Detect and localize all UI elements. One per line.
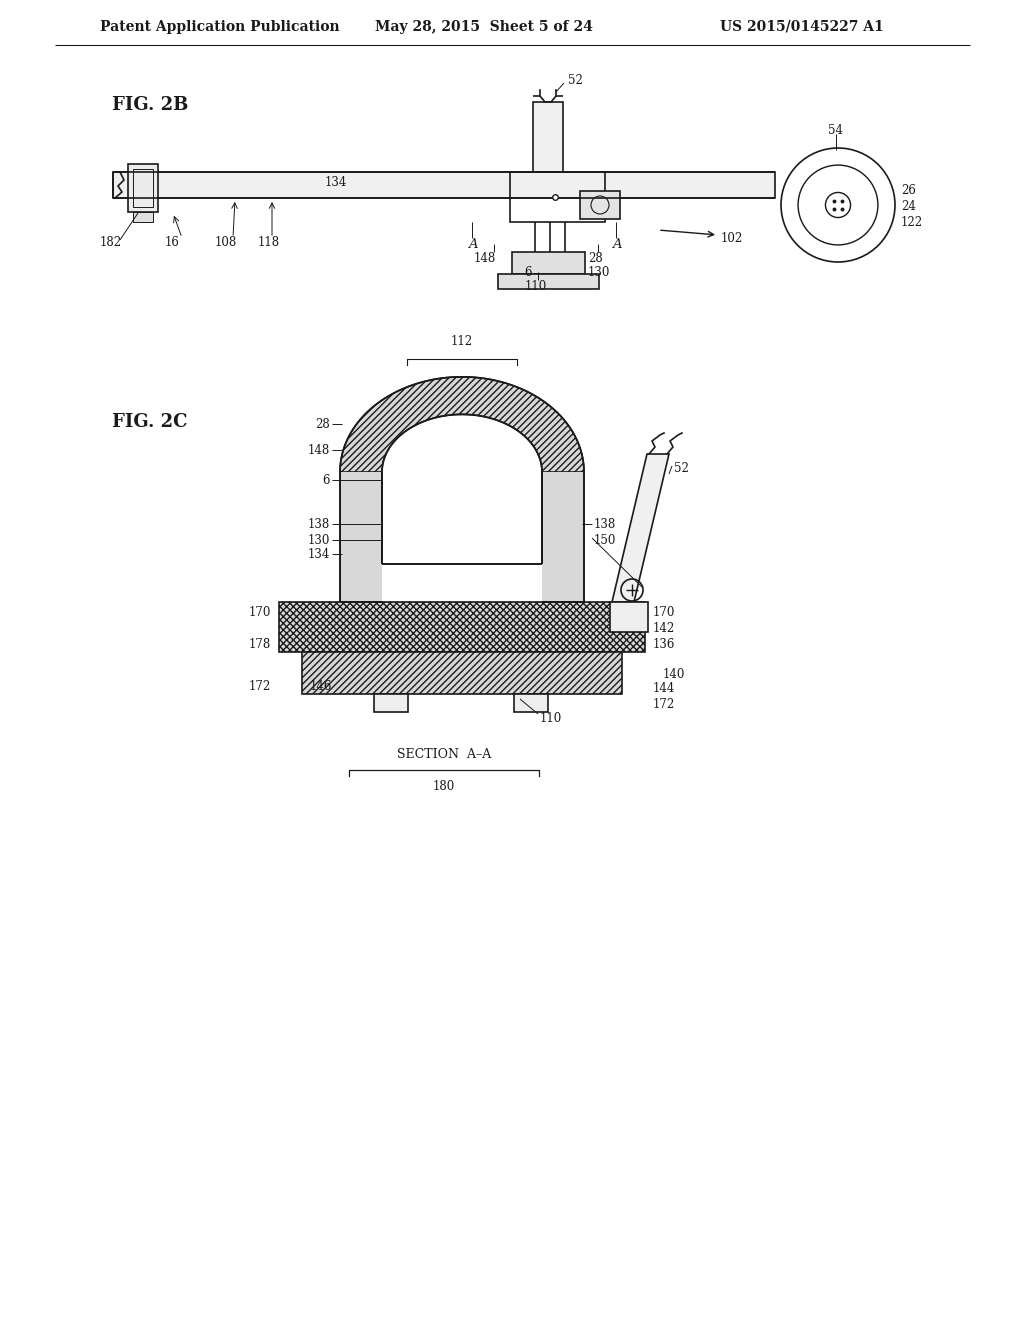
Text: US 2015/0145227 A1: US 2015/0145227 A1 <box>720 20 884 34</box>
Bar <box>542 473 584 602</box>
Text: Patent Application Publication: Patent Application Publication <box>100 20 340 34</box>
Bar <box>580 191 620 219</box>
Bar <box>302 652 622 694</box>
Text: 134: 134 <box>307 548 330 561</box>
Bar <box>510 172 605 222</box>
Text: 52: 52 <box>674 462 689 475</box>
Bar <box>383 473 541 564</box>
Text: 6: 6 <box>323 474 330 487</box>
Bar <box>534 102 563 172</box>
Text: 122: 122 <box>901 216 923 230</box>
Text: FIG. 2C: FIG. 2C <box>112 413 187 432</box>
Text: 148: 148 <box>308 444 330 457</box>
Bar <box>514 694 548 711</box>
Text: 138: 138 <box>594 517 616 531</box>
Text: 172: 172 <box>249 680 271 693</box>
Text: 180: 180 <box>433 780 455 792</box>
Text: 182: 182 <box>100 235 122 248</box>
Text: 52: 52 <box>568 74 583 87</box>
Text: 24: 24 <box>901 199 915 213</box>
Text: 130: 130 <box>588 267 610 280</box>
Bar <box>128 164 158 213</box>
Text: 110: 110 <box>540 711 562 725</box>
Text: 140: 140 <box>663 668 685 681</box>
Text: 118: 118 <box>258 235 281 248</box>
Bar <box>512 252 585 275</box>
Text: 28: 28 <box>588 252 603 264</box>
Text: 146: 146 <box>310 680 333 693</box>
Text: FIG. 2B: FIG. 2B <box>112 96 188 114</box>
Text: 102: 102 <box>721 231 743 244</box>
Text: 54: 54 <box>828 124 843 137</box>
Text: 148: 148 <box>474 252 497 264</box>
Text: A: A <box>468 238 477 251</box>
Text: 26: 26 <box>901 183 915 197</box>
Bar <box>279 602 645 652</box>
Text: 28: 28 <box>315 417 330 430</box>
Text: 172: 172 <box>653 697 675 710</box>
Text: 150: 150 <box>594 533 616 546</box>
Text: A: A <box>612 238 622 251</box>
Text: 138: 138 <box>308 517 330 531</box>
Bar <box>133 213 153 222</box>
Text: 142: 142 <box>653 622 675 635</box>
Bar <box>498 275 599 289</box>
Text: 170: 170 <box>653 606 676 619</box>
Text: 170: 170 <box>249 606 271 619</box>
Text: May 28, 2015  Sheet 5 of 24: May 28, 2015 Sheet 5 of 24 <box>375 20 593 34</box>
Text: 144: 144 <box>653 682 676 696</box>
Polygon shape <box>340 376 584 473</box>
Bar <box>610 602 648 632</box>
Bar <box>340 473 382 602</box>
Bar <box>374 694 408 711</box>
Bar <box>133 169 153 207</box>
Text: 110: 110 <box>525 280 547 293</box>
Text: 130: 130 <box>307 533 330 546</box>
Polygon shape <box>612 454 669 602</box>
Text: 112: 112 <box>451 335 473 348</box>
Text: 6: 6 <box>524 267 531 280</box>
Bar <box>113 172 775 198</box>
Text: 136: 136 <box>653 638 676 651</box>
Text: SECTION  A–A: SECTION A–A <box>397 747 492 760</box>
Text: 134: 134 <box>325 177 347 190</box>
Text: 108: 108 <box>215 235 238 248</box>
Text: 178: 178 <box>249 638 271 651</box>
Text: 16: 16 <box>165 235 180 248</box>
